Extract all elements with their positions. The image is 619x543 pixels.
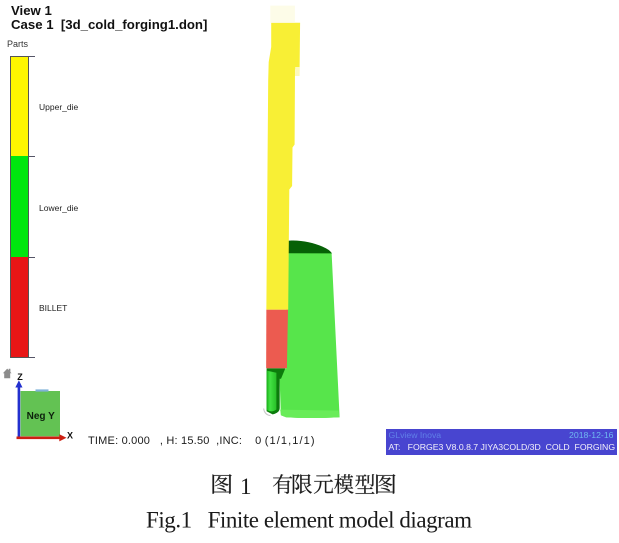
svg-text:1: 1 — [240, 474, 252, 499]
svg-text:Z: Z — [17, 372, 23, 382]
svg-text:Fig.1 Finite element model d: Fig.1 Finite element model diagram — [146, 507, 472, 532]
svg-text:Neg Y: Neg Y — [27, 411, 55, 422]
svg-text:X: X — [67, 431, 73, 441]
